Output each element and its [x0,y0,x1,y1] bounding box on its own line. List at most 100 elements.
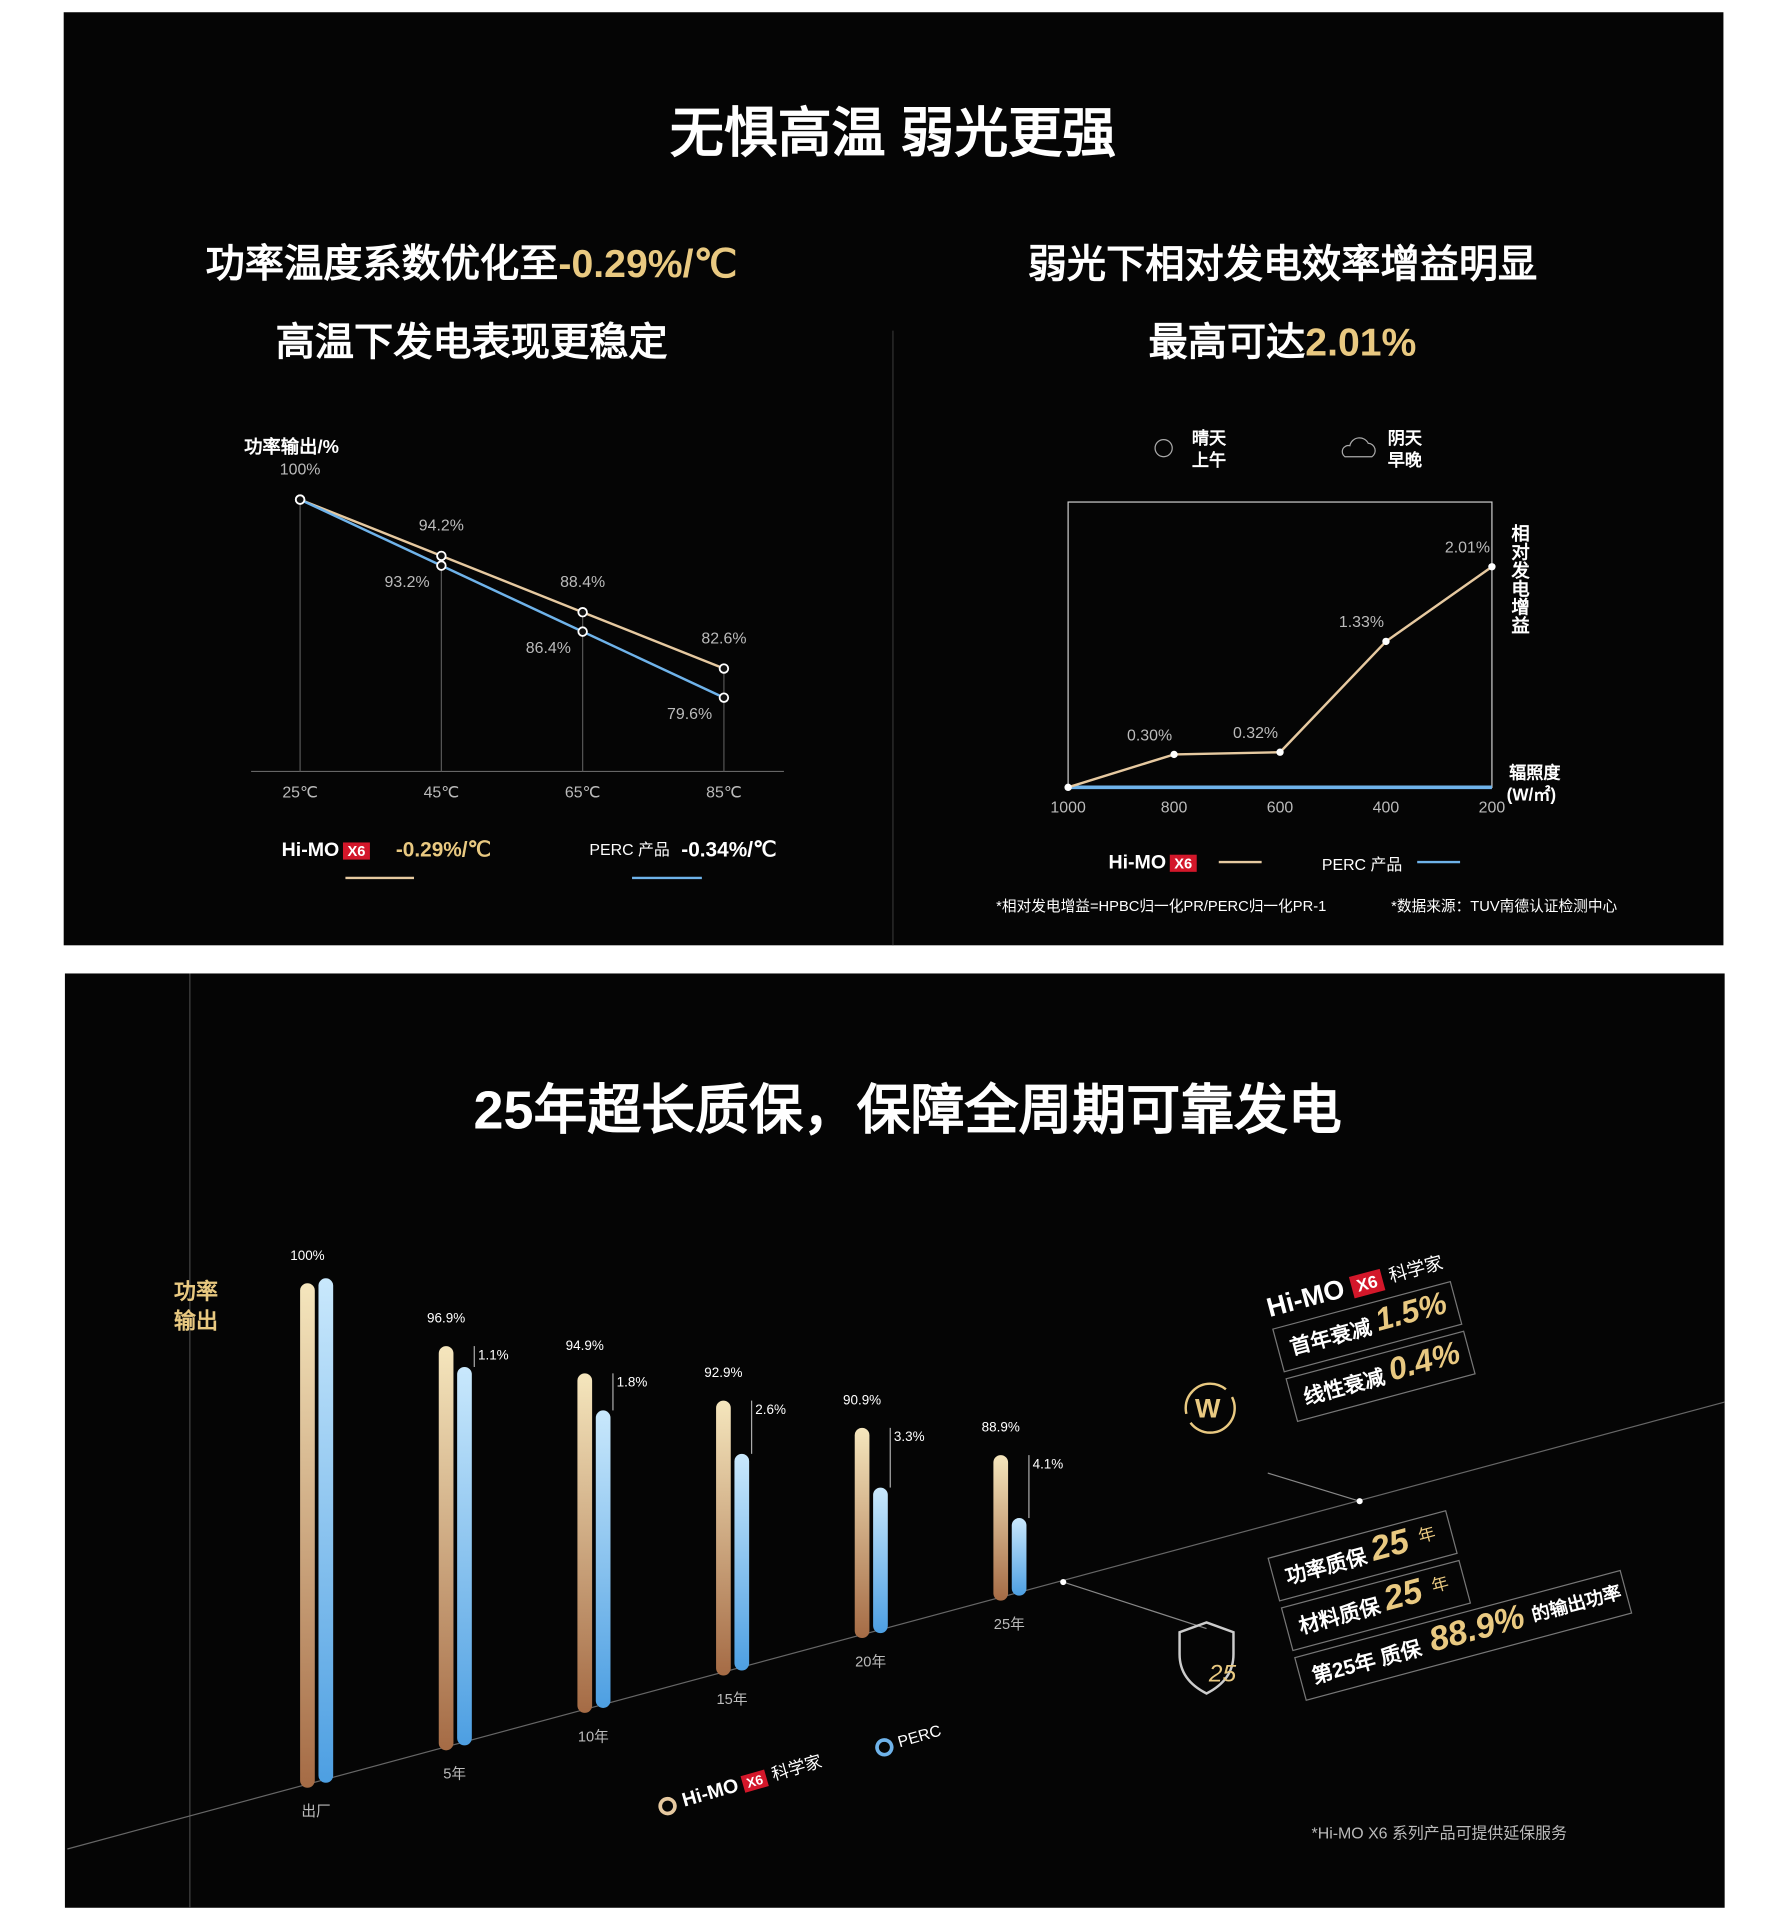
value-label: 100% [290,1248,324,1263]
badge-text: X6 [1174,856,1192,872]
x-tick-label: 85℃ [706,785,742,802]
bar [577,1373,593,1713]
point [1382,637,1390,646]
footnote: *Hi-MO X6 系列产品可提供延保服务 [1312,1824,1568,1842]
x-tick-label: 25℃ [282,785,318,802]
value-label: 82.6% [701,630,746,647]
bar [318,1278,334,1783]
headline: 弱光下相对发电效率增益明显 [1028,243,1538,286]
y-axis-label: 功率输出/% [244,436,339,457]
dot [1356,1498,1363,1505]
point [718,692,730,703]
callout-box [1267,1510,1458,1602]
connector [1267,1472,1360,1502]
baseline [67,1401,1725,1850]
point [436,550,447,562]
x-tick-label: 400 [1373,799,1400,816]
value-label: 0.32% [1233,725,1278,742]
headline: 最高可达2.01% [1149,322,1417,365]
point [577,626,588,637]
badge-text: X6 [347,844,365,860]
callout: Hi-MO X6 科学家 首年衰减 1.5% 线性衰减 0.4% [1263,1252,1476,1423]
shield-icon [1178,1621,1235,1695]
x-tick-label: 25年 [994,1616,1025,1633]
badge [1169,854,1197,872]
y-axis-label: 输出 [174,1308,218,1333]
x-tick-label: 10年 [578,1728,609,1745]
legend-icon [875,1738,894,1757]
x-tick-label: 45℃ [424,785,460,802]
bar [438,1346,454,1751]
series-line [299,498,725,699]
legend-value: -0.29%/℃ [396,839,491,862]
x-tick-label: 800 [1161,799,1188,816]
legend-icon [658,1796,677,1816]
x-axis-label: 辐照度 [1509,762,1561,782]
y-axis-label: 相对发电增益 [1510,524,1531,634]
value-label: 90.9% [843,1392,881,1407]
value-label: 94.2% [419,518,464,535]
legend-label: Hi-MO [1108,851,1166,873]
icon-text: 25 [1208,1661,1237,1688]
series-line [299,498,725,670]
point [1170,750,1178,759]
value-label: 92.9% [704,1365,742,1380]
badge [740,1769,769,1793]
cloud-icon [1341,437,1376,458]
x-tick-label: 600 [1267,799,1294,816]
callout-box [1272,1280,1463,1373]
connector [1063,1581,1207,1630]
x-axis-unit: (W/㎡) [1507,784,1556,804]
page-title: 无惧高温 弱光更强 [670,103,1116,163]
condition: 晴天 [1192,428,1227,448]
x-tick-label: 15年 [716,1691,747,1708]
value-label: 100% [280,461,321,478]
condition: 阴天 [1388,428,1423,448]
badge-text: X6 [745,1772,765,1791]
legend-label: Hi-MO [282,839,340,861]
point [577,607,588,618]
bar [993,1455,1009,1601]
difference-label: 1.1% [478,1347,509,1362]
x-tick-label: 出厂 [301,1803,330,1820]
bar [595,1410,611,1708]
value-label: 94.9% [566,1338,604,1353]
legend-label: PERC 产品 [1322,856,1402,874]
watt-icon [1184,1382,1236,1434]
difference-label: 3.3% [894,1429,925,1444]
callout-unit: 年 [1416,1523,1438,1547]
bar [854,1427,870,1639]
footnote: *数据来源：TUV南德认证检测中心 [1391,897,1617,915]
bar [734,1453,750,1671]
value-label: 2.01% [1445,540,1490,557]
difference-label: 1.8% [617,1375,648,1390]
callout-box [1294,1569,1633,1701]
badge [1348,1268,1386,1299]
x-tick-label: 65℃ [565,785,601,802]
bar [300,1283,315,1788]
point [294,494,306,505]
value-label: 96.9% [427,1311,465,1326]
point [1488,563,1496,571]
difference-label: 4.1% [1033,1456,1064,1471]
footnote: *相对发电增益=HPBC归一化PR/PERC归一化PR-1 [996,898,1326,915]
headline: 高温下发电表现更稳定 [276,322,668,365]
headline: 功率温度系数优化至-0.29%/℃ [206,243,738,286]
badge [342,842,370,860]
legend-value: -0.34%/℃ [681,839,776,862]
sun-icon [1154,438,1173,458]
icon-text: W [1195,1394,1221,1424]
value-label: 86.4% [526,640,571,657]
value-label: 79.6% [667,706,712,723]
x-tick-label: 200 [1479,799,1506,816]
y-axis-label: 功率 [174,1279,218,1304]
condition: 上午 [1192,450,1226,470]
callout-unit: 年 [1429,1572,1451,1596]
x-tick-label: 20年 [855,1653,886,1670]
bar [873,1487,888,1634]
bar [457,1367,472,1746]
chart-title: 25年超长质保，保障全周期可靠发电 [474,1081,1342,1141]
legend-label: PERC 产品 [589,841,669,859]
point [1064,783,1072,792]
